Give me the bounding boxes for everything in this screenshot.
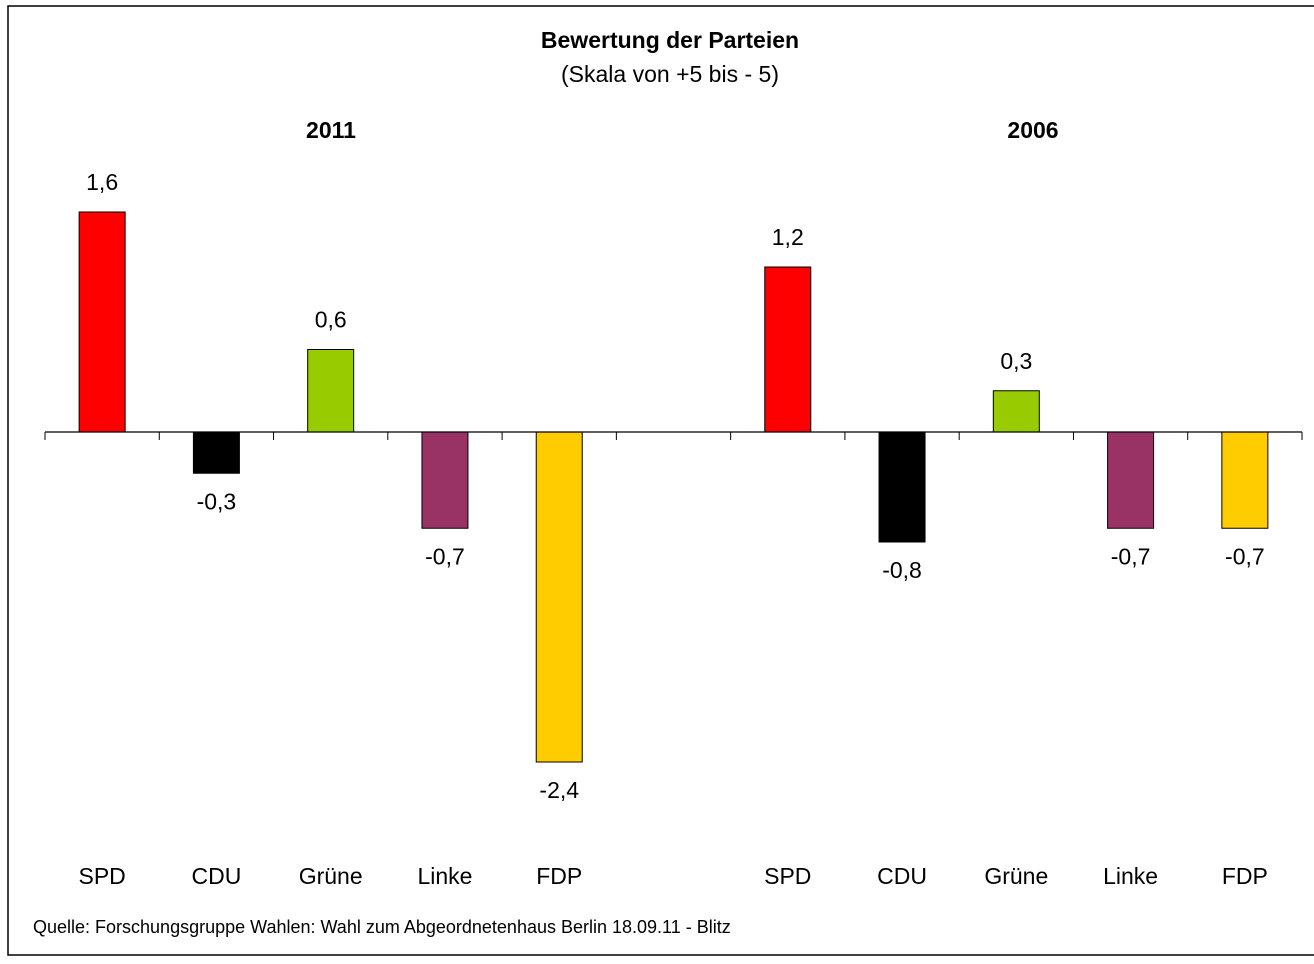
bar [78,211,126,433]
x-tick-label: Grüne [984,863,1048,889]
bar [192,431,240,474]
value-label: -0,7 [425,543,465,569]
x-tick-label: FDP [536,863,582,889]
group-label: 2011 [306,117,356,143]
value-label: 0,3 [1000,348,1032,374]
x-tick-label: CDU [877,863,927,889]
bar [535,431,583,763]
bar [764,266,812,433]
bar [307,349,355,433]
chart-title: Bewertung der Parteien [541,27,799,53]
x-tick-label: SPD [764,863,811,889]
bar [878,431,926,543]
bar [1221,431,1269,529]
value-label: -0,7 [1111,543,1151,569]
value-label: -0,8 [882,557,922,583]
value-label: 1,6 [86,169,118,195]
value-label: -0,3 [197,488,237,514]
x-tick-label: SPD [78,863,125,889]
value-label: -2,4 [539,777,579,803]
x-tick-label: Linke [417,863,472,889]
group-label: 2006 [1007,117,1058,143]
x-tick-label: FDP [1222,863,1268,889]
frame [7,5,1314,956]
bar [421,431,469,529]
value-label: -0,7 [1225,543,1265,569]
source: Quelle: Forschungsgruppe Wahlen: Wahl zu… [33,917,731,937]
value-label: 1,2 [772,224,804,250]
x-tick-label: CDU [191,863,241,889]
chart-subtitle: (Skala von +5 bis - 5) [561,61,779,87]
value-label: 0,6 [315,307,347,333]
x-tick-label: Grüne [299,863,363,889]
x-tick-label: Linke [1103,863,1158,889]
bar [992,390,1040,433]
bar [1107,431,1155,529]
